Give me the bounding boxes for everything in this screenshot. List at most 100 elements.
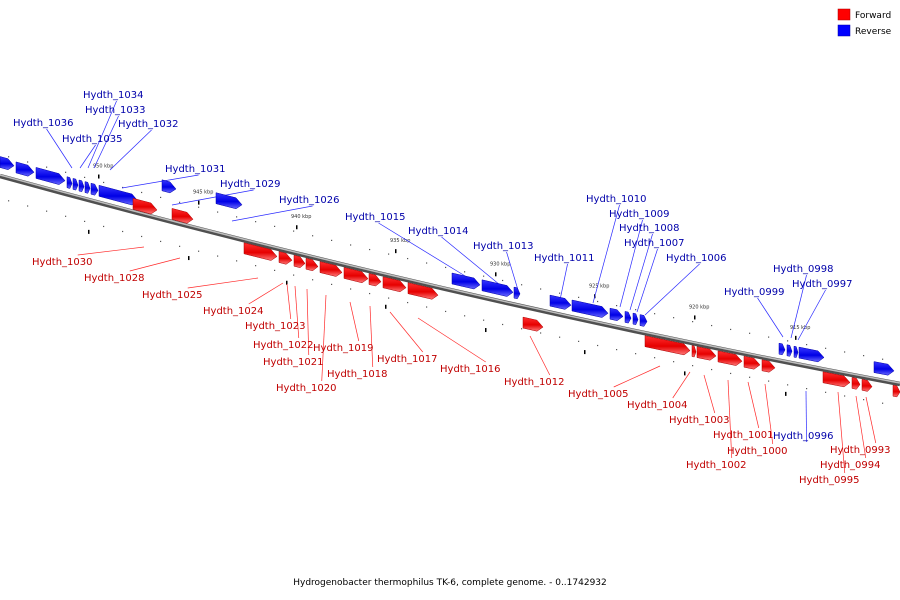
forward-gene-arrow — [278, 251, 293, 265]
scale-tick — [795, 335, 797, 340]
label-leader-line — [703, 374, 716, 414]
gene-label: Hydth_1021 — [263, 357, 324, 368]
reverse-gene-arrow — [84, 181, 91, 194]
scale-tick-label: 940 kbp — [291, 214, 311, 220]
guide-dot — [179, 245, 181, 247]
scale-tick — [286, 280, 288, 285]
guide-dot — [882, 358, 884, 360]
guide-dot — [673, 317, 675, 319]
gene-label: Hydth_1020 — [276, 383, 337, 394]
label-leader-line — [46, 128, 73, 169]
gene-label: Hydth_0996 — [773, 431, 834, 442]
gene-label: Hydth_0998 — [773, 264, 834, 275]
reverse-gene-arrow — [798, 346, 825, 363]
guide-dot — [863, 355, 865, 357]
forward-gene-arrow — [644, 335, 691, 356]
guide-dot — [616, 305, 618, 307]
guide-dot — [787, 340, 789, 342]
guide-dot — [217, 255, 219, 257]
reverse-gene-arrow — [481, 279, 514, 297]
guide-dot — [445, 310, 447, 313]
guide-dot — [27, 205, 29, 207]
reverse-gene-arrow — [873, 361, 895, 376]
label-leader-line — [121, 174, 199, 189]
guide-dot — [844, 351, 846, 353]
reverse-gene-arrow — [513, 286, 521, 300]
gene-label: Hydth_0999 — [724, 287, 785, 298]
gene-label: Hydth_1025 — [142, 290, 203, 301]
reverse-gene-arrow — [609, 307, 624, 321]
label-leader-line — [187, 277, 259, 289]
label-leader-line — [506, 251, 519, 291]
guide-dot — [293, 230, 295, 232]
guide-dot — [65, 215, 67, 217]
guide-dot — [46, 166, 48, 168]
guide-dot — [502, 323, 504, 326]
gene-label: Hydth_1016 — [440, 364, 501, 375]
guide-dot — [274, 225, 276, 227]
guide-dot — [597, 300, 599, 303]
guide-dot — [464, 271, 466, 273]
guide-dot — [255, 265, 257, 267]
guide-dot — [46, 210, 48, 212]
label-leader-line — [629, 233, 653, 311]
gene-label: Hydth_1034 — [83, 90, 144, 101]
guide-dot — [122, 186, 124, 189]
gene-label: Hydth_1024 — [203, 306, 264, 317]
scale-tick — [188, 256, 190, 261]
label-leader-line — [93, 115, 119, 169]
gene-label: Hydth_1009 — [609, 209, 670, 220]
gene-label: Hydth_1005 — [568, 389, 629, 400]
gene-label: Hydth_1033 — [85, 105, 146, 116]
scale-tick — [198, 200, 200, 205]
gene-label: Hydth_1028 — [84, 273, 145, 284]
gene-label: Hydth_1019 — [313, 343, 374, 354]
forward-gene-arrow — [822, 371, 851, 388]
scale-tick — [385, 304, 387, 309]
reverse-gene-arrow — [0, 156, 15, 170]
label-leader-line — [417, 317, 486, 363]
scale-tick — [584, 350, 586, 355]
reverse-gene-arrow — [632, 312, 639, 325]
gene-label: Hydth_1006 — [666, 253, 727, 264]
label-leader-line — [644, 263, 700, 316]
reverse-gene-arrow — [549, 294, 572, 310]
reverse-swatch — [837, 24, 851, 37]
guide-dot — [407, 301, 409, 304]
scale-tick-label: 920 kbp — [689, 304, 709, 310]
guide-dot — [692, 365, 694, 367]
guide-dot — [844, 395, 846, 397]
label-leader-line — [757, 297, 784, 338]
guide-dot — [369, 248, 371, 251]
guide-dot — [597, 344, 599, 347]
label-leader-line — [764, 383, 774, 445]
scale-tick-label: 930 kbp — [490, 261, 510, 267]
scale-tick — [88, 229, 90, 234]
guide-dot — [293, 274, 295, 276]
label-leader-line — [389, 311, 424, 353]
scale-tick — [296, 225, 298, 230]
guide-dot — [141, 191, 143, 194]
guide-dot — [350, 288, 352, 290]
gene-label: Hydth_1026 — [279, 195, 340, 206]
forward-gene-arrow — [861, 378, 873, 392]
label-leader-line — [79, 144, 96, 169]
guide-dots — [8, 156, 884, 404]
guide-dot — [8, 200, 10, 202]
gene-label: Hydth_1007 — [624, 238, 685, 249]
guide-dot — [540, 332, 542, 334]
guide-dot — [198, 206, 200, 208]
guide-dot — [388, 253, 390, 255]
guide-dot — [27, 161, 29, 163]
guide-dot — [350, 244, 352, 246]
reverse-gene-arrow — [215, 192, 243, 210]
reverse-gene-arrow — [35, 167, 66, 185]
guide-dot — [882, 402, 884, 404]
forward-gene-arrow — [696, 346, 717, 361]
guide-dot — [122, 230, 124, 233]
gene-label: Hydth_1014 — [408, 226, 469, 237]
guide-dot — [578, 340, 580, 342]
label-leader-line — [306, 288, 310, 356]
gene-label: Hydth_1015 — [345, 212, 406, 223]
forward-gene-arrow — [743, 355, 761, 370]
